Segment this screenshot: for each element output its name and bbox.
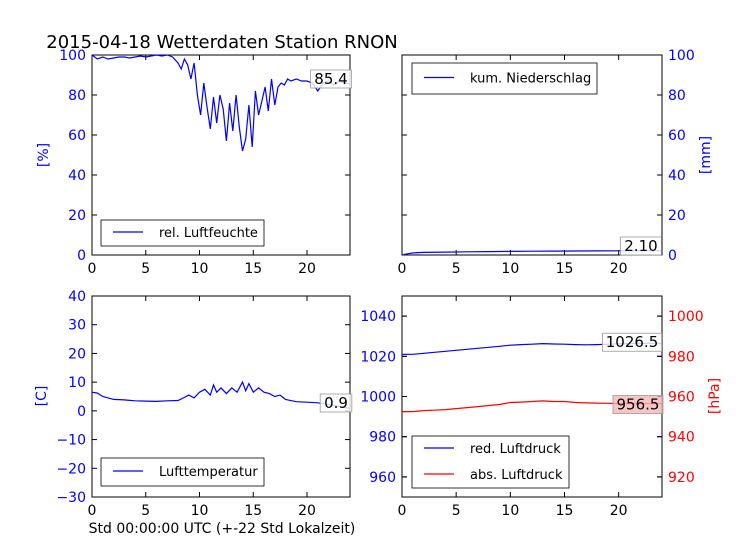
y-tick-label: 20 [68, 346, 86, 362]
legend-entry: rel. Luftfeuchte [159, 226, 258, 241]
x-tick-label: 0 [398, 261, 407, 277]
last-value-label: 956.5 [617, 396, 660, 414]
y-tick-label: 100 [668, 48, 695, 64]
y-tick-label: 80 [668, 88, 686, 104]
x-tick-label: 5 [141, 261, 150, 277]
last-value-label: 85.4 [314, 70, 347, 88]
y-tick-label: 60 [68, 128, 86, 144]
legend-entry: Lufttemperatur [159, 465, 258, 480]
legend-box [411, 62, 598, 95]
y-tick-label: 980 [369, 430, 396, 446]
y-axis-label: [mm] [698, 136, 714, 174]
y-tick-label: 0 [77, 404, 86, 420]
y-tick-label: 940 [668, 430, 695, 446]
x-tick-label: 15 [244, 503, 262, 519]
x-tick-label: 0 [88, 503, 97, 519]
x-tick-label: 15 [244, 261, 262, 277]
y-tick-label: 980 [668, 349, 695, 365]
legend-box [100, 457, 265, 487]
x-tick-label: 20 [298, 503, 316, 519]
value-label-box [612, 395, 664, 414]
y-tick-label: 10 [68, 375, 86, 391]
panel-humidity: 0 5 10 15 20 0 20 40 60 80 100 [%] 85.4 rel. Luftfeuc… [36, 48, 352, 277]
x-tick-label: 15 [556, 261, 574, 277]
x-tick-label: 20 [298, 261, 316, 277]
legend-box [411, 435, 570, 489]
x-tick-label: 20 [610, 261, 628, 277]
x-axis-label: Std 00:00:00 UTC (+-22 Std Lokalzeit) [89, 521, 356, 537]
y-tick-label: 0 [668, 248, 677, 264]
panel-temperature: 0 5 10 15 20 −30 −20 −10 0 10 20 30 40 [C] 0.9 Lufttemp… [34, 289, 353, 519]
series-line-temperature-0 [91, 380, 351, 409]
panel-pressure: 0 5 10 15 20 960 980 1000 1020 1040 920 940 960 980 10… [360, 295, 723, 519]
series-line-humidity-0 [91, 54, 351, 152]
y-tick-label: 20 [668, 208, 686, 224]
last-value-label: 0.9 [324, 394, 348, 412]
y-tick-label: 960 [369, 470, 396, 486]
last-value-label: 2.10 [624, 237, 657, 255]
y-tick-label: 100 [59, 48, 86, 64]
y-tick-label: −10 [56, 433, 86, 449]
x-tick-label: 0 [398, 503, 407, 519]
x-tick-label: 5 [452, 261, 461, 277]
y-axis-label: [%] [36, 143, 52, 167]
y-tick-label: 960 [668, 390, 695, 406]
panel-precipitation: 0 5 10 15 20 0 20 40 60 80 100 [mm] 2.10 kum. Nieders… [398, 48, 714, 277]
y-tick-label: 40 [68, 289, 86, 305]
y-axis-label: [hPa] [707, 378, 723, 414]
x-tick-label: 10 [191, 261, 209, 277]
series-line-precipitation-0 [401, 250, 662, 256]
legend-entry: red. Luftdruck [470, 442, 561, 457]
y-tick-label: 1000 [360, 390, 396, 406]
x-tick-label: 10 [501, 261, 519, 277]
y-axis-label: [C] [34, 386, 50, 407]
plot-frame [91, 54, 351, 256]
x-tick-label: 15 [556, 503, 574, 519]
y-tick-label: 0 [77, 248, 86, 264]
legend-entry: abs. Luftdruck [470, 468, 563, 483]
legend-entry: kum. Niederschlag [470, 72, 591, 87]
x-tick-label: 0 [88, 261, 97, 277]
legend-box [100, 219, 265, 247]
x-tick-label: 10 [501, 503, 519, 519]
value-label-box [620, 236, 662, 256]
y-tick-label: 60 [668, 128, 686, 144]
y-tick-label: 30 [68, 318, 86, 334]
x-tick-label: 10 [191, 503, 209, 519]
chart-title: 2015-04-18 Wetterdaten Station RNON [46, 32, 397, 53]
y-tick-label: 1020 [360, 349, 396, 365]
x-tick-label: 5 [141, 503, 150, 519]
y-tick-label: −30 [56, 490, 86, 506]
x-tick-label: 5 [452, 503, 461, 519]
y-tick-label: 1000 [668, 309, 704, 325]
value-label-box [310, 69, 352, 89]
y-tick-label: 1040 [360, 309, 396, 325]
y-tick-label: 920 [668, 470, 695, 486]
y-tick-label: 40 [68, 168, 86, 184]
y-tick-label: 80 [68, 88, 86, 104]
y-tick-label: 40 [668, 168, 686, 184]
value-label-box [602, 332, 663, 352]
y-tick-label: −20 [56, 461, 86, 477]
value-label-box [319, 393, 353, 413]
plot-frame [401, 54, 663, 256]
last-value-label: 1026.5 [606, 333, 659, 351]
x-tick-label: 20 [610, 503, 628, 519]
y-tick-label: 20 [68, 208, 86, 224]
